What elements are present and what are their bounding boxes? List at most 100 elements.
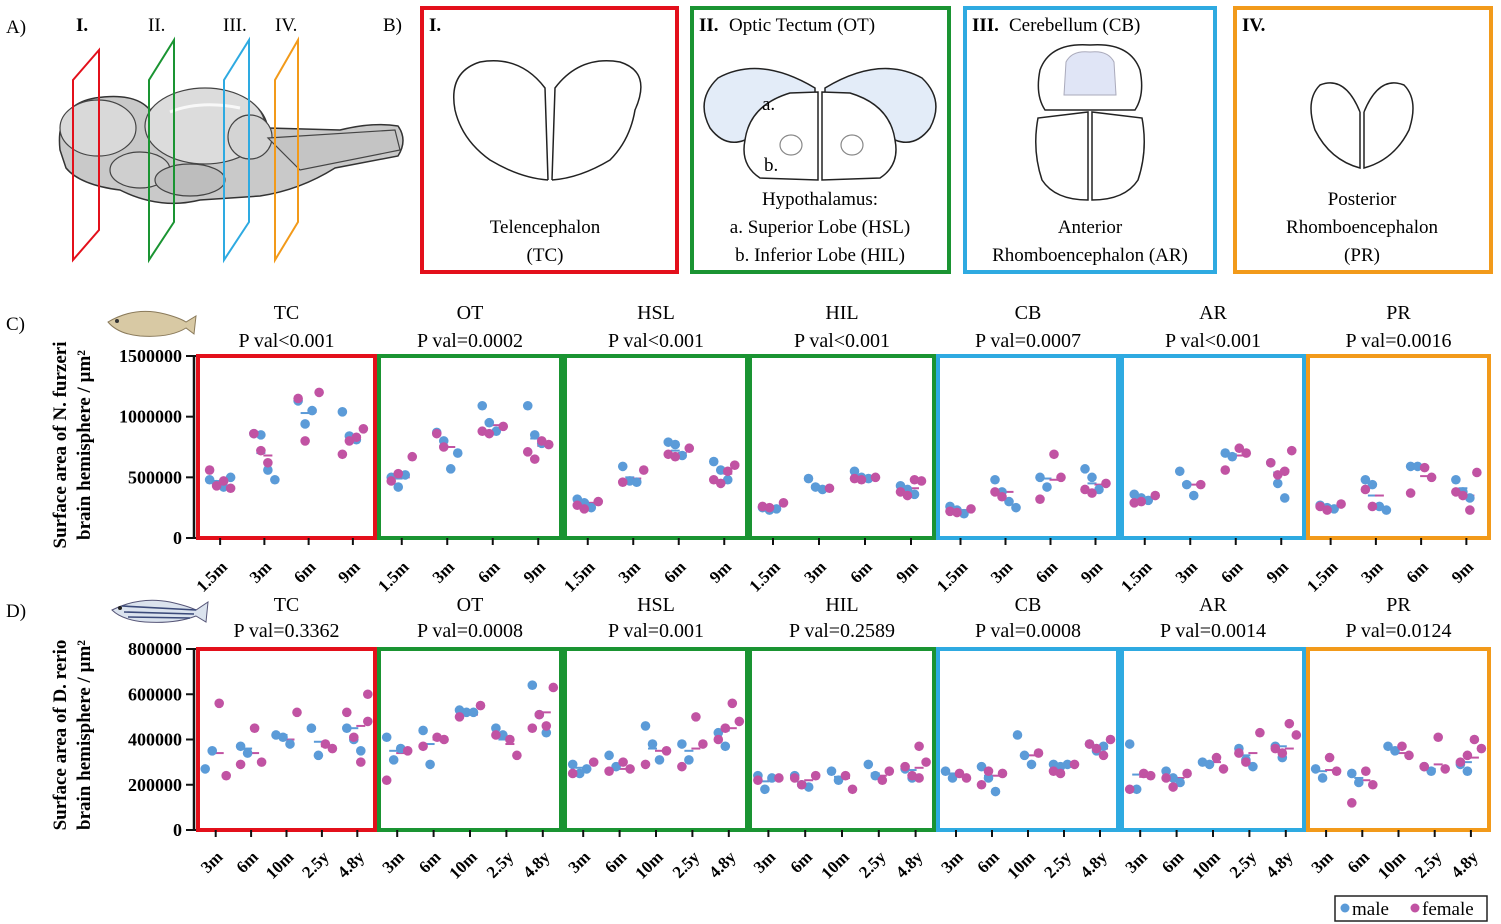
x-tick-label: 9m xyxy=(1448,557,1477,586)
female-point xyxy=(1419,761,1429,772)
female-point xyxy=(218,476,229,486)
legend-male-label: male xyxy=(1352,899,1389,920)
male-point xyxy=(1367,479,1378,490)
female-point xyxy=(778,498,789,508)
male-point xyxy=(617,461,628,472)
male-point xyxy=(1011,502,1021,513)
female-point xyxy=(720,723,731,733)
male-point xyxy=(356,746,366,756)
male-point xyxy=(684,755,694,765)
female-point xyxy=(877,775,888,786)
female-point xyxy=(1084,739,1095,749)
male-point xyxy=(611,761,621,772)
male-point xyxy=(527,680,538,690)
schematic-text-tc-2: (TC) xyxy=(527,245,564,266)
male-point xyxy=(1272,478,1283,489)
region-frame xyxy=(377,647,563,832)
schematic-posterior-rhomboencephalon: IV. Posterior Rhomboencephalon (PR) xyxy=(1233,6,1493,274)
female-point xyxy=(1322,505,1332,515)
female-point xyxy=(1241,448,1252,458)
legend-female-swatch xyxy=(1410,903,1420,913)
male-point xyxy=(826,766,837,776)
female-point xyxy=(976,779,987,790)
section-plane-ii xyxy=(148,36,175,264)
x-tick-label: 1.5m xyxy=(745,557,783,595)
c-ylabel: Surface area of N. furzeri brain hemisph… xyxy=(50,342,95,549)
female-point xyxy=(1255,727,1265,738)
male-point xyxy=(976,761,987,772)
section-plane-iv xyxy=(274,36,299,264)
region-pval: P val=0.2589 xyxy=(789,620,895,642)
x-tick-label: 3m xyxy=(1172,557,1201,586)
x-tick-label: 2.5y xyxy=(483,847,518,882)
region-frame xyxy=(748,354,936,540)
x-tick-label: 3m xyxy=(615,557,644,586)
x-tick-label: 10m xyxy=(631,847,666,882)
female-point xyxy=(810,770,821,781)
x-tick-label: 2.5y xyxy=(1226,847,1261,882)
female-point xyxy=(847,784,858,795)
female-point xyxy=(670,451,681,462)
region-title: HSL xyxy=(637,302,675,324)
male-point xyxy=(604,750,614,761)
female-point xyxy=(314,387,324,398)
schematic-numeral-i: I. xyxy=(429,15,441,36)
male-point xyxy=(1004,496,1014,507)
female-point xyxy=(249,723,260,733)
male-point xyxy=(990,786,1001,797)
male-point xyxy=(1181,479,1192,490)
x-tick-label: 3m xyxy=(1307,847,1336,876)
region-pval: P val=0.0124 xyxy=(1345,620,1451,642)
male-point xyxy=(242,748,253,758)
male-point xyxy=(767,773,777,783)
female-point xyxy=(952,507,962,518)
x-tick-label: 2.5y xyxy=(669,847,704,882)
female-point xyxy=(588,757,599,767)
female-point xyxy=(902,490,913,501)
female-point xyxy=(527,723,538,733)
schematic-text-cb-2: Rhomboencephalon (AR) xyxy=(992,245,1188,266)
male-point xyxy=(1347,768,1357,779)
female-point xyxy=(235,759,246,770)
schematic-title-ot: Optic Tectum (OT) xyxy=(729,15,875,36)
male-point xyxy=(1042,482,1052,492)
male-point xyxy=(452,448,463,458)
y-tick-label: 400000 xyxy=(128,730,182,750)
x-tick-label: 9m xyxy=(892,557,921,586)
female-point xyxy=(1150,490,1161,501)
region-pval: P val<0.001 xyxy=(608,330,704,352)
x-tick-label: 6m xyxy=(1158,847,1187,876)
female-point xyxy=(789,773,800,783)
male-point xyxy=(849,466,860,477)
schematic-text-cb-1: Anterior xyxy=(1058,217,1123,238)
female-point xyxy=(1291,730,1302,740)
panel-label-a: A) xyxy=(6,17,26,38)
male-point xyxy=(581,764,592,774)
male-point xyxy=(285,739,295,749)
male-point xyxy=(235,741,246,752)
x-tick-label: 6m xyxy=(415,847,444,876)
x-tick-label: 2.5y xyxy=(1040,847,1075,882)
x-tick-label: 10m xyxy=(445,847,480,882)
male-point xyxy=(313,750,324,761)
region-cb: CB P val=0.0007 1.5m 3m 6m 9m xyxy=(933,302,1120,596)
female-point xyxy=(1182,768,1192,779)
y-tick-label: 600000 xyxy=(128,684,182,704)
female-point xyxy=(1279,466,1290,477)
male-point xyxy=(870,770,881,781)
male-point xyxy=(529,430,540,440)
male-point xyxy=(990,474,1000,485)
male-point xyxy=(393,482,404,492)
female-point xyxy=(363,716,373,727)
y-tick-label: 1500000 xyxy=(119,346,182,366)
female-point xyxy=(617,477,628,487)
female-point xyxy=(505,734,515,745)
male-point xyxy=(484,417,495,428)
region-pval: P val=0.0007 xyxy=(975,330,1081,352)
schematic-text-ot-3: b. Inferior Lobe (HIL) xyxy=(735,245,905,266)
y-tick-label: 0 xyxy=(173,820,182,840)
x-tick-label: 1.5m xyxy=(1303,557,1341,595)
x-tick-label: 3m xyxy=(197,847,226,876)
schematic-cerebellum: III. Cerebellum (CB) Anterior Rhomboence… xyxy=(963,6,1217,274)
female-point xyxy=(1472,467,1482,478)
